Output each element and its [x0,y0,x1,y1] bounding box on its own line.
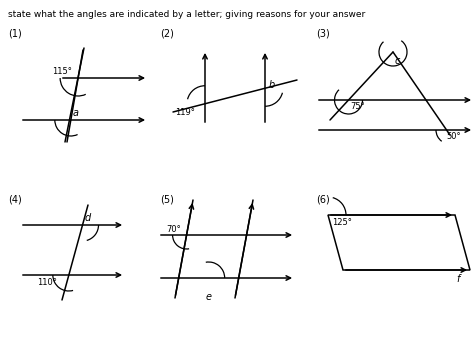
Text: 50°: 50° [446,132,461,141]
Text: b: b [269,80,275,90]
Text: 115°: 115° [52,67,72,76]
Text: (1): (1) [8,28,22,38]
Text: (3): (3) [316,28,330,38]
Text: 110°: 110° [37,278,57,287]
Text: e: e [206,292,212,302]
Text: 125°: 125° [332,218,352,227]
Text: f: f [456,274,459,284]
Text: c: c [395,56,401,66]
Text: 75°: 75° [351,102,365,111]
Text: state what the angles are indicated by a letter; giving reasons for your answer: state what the angles are indicated by a… [8,10,365,19]
Text: (6): (6) [316,195,330,205]
Text: 119°: 119° [175,108,195,117]
Text: (5): (5) [160,195,174,205]
Text: 70°: 70° [166,225,182,234]
Text: a: a [73,108,79,118]
Text: (4): (4) [8,195,22,205]
Text: d: d [84,213,91,223]
Text: (2): (2) [160,28,174,38]
